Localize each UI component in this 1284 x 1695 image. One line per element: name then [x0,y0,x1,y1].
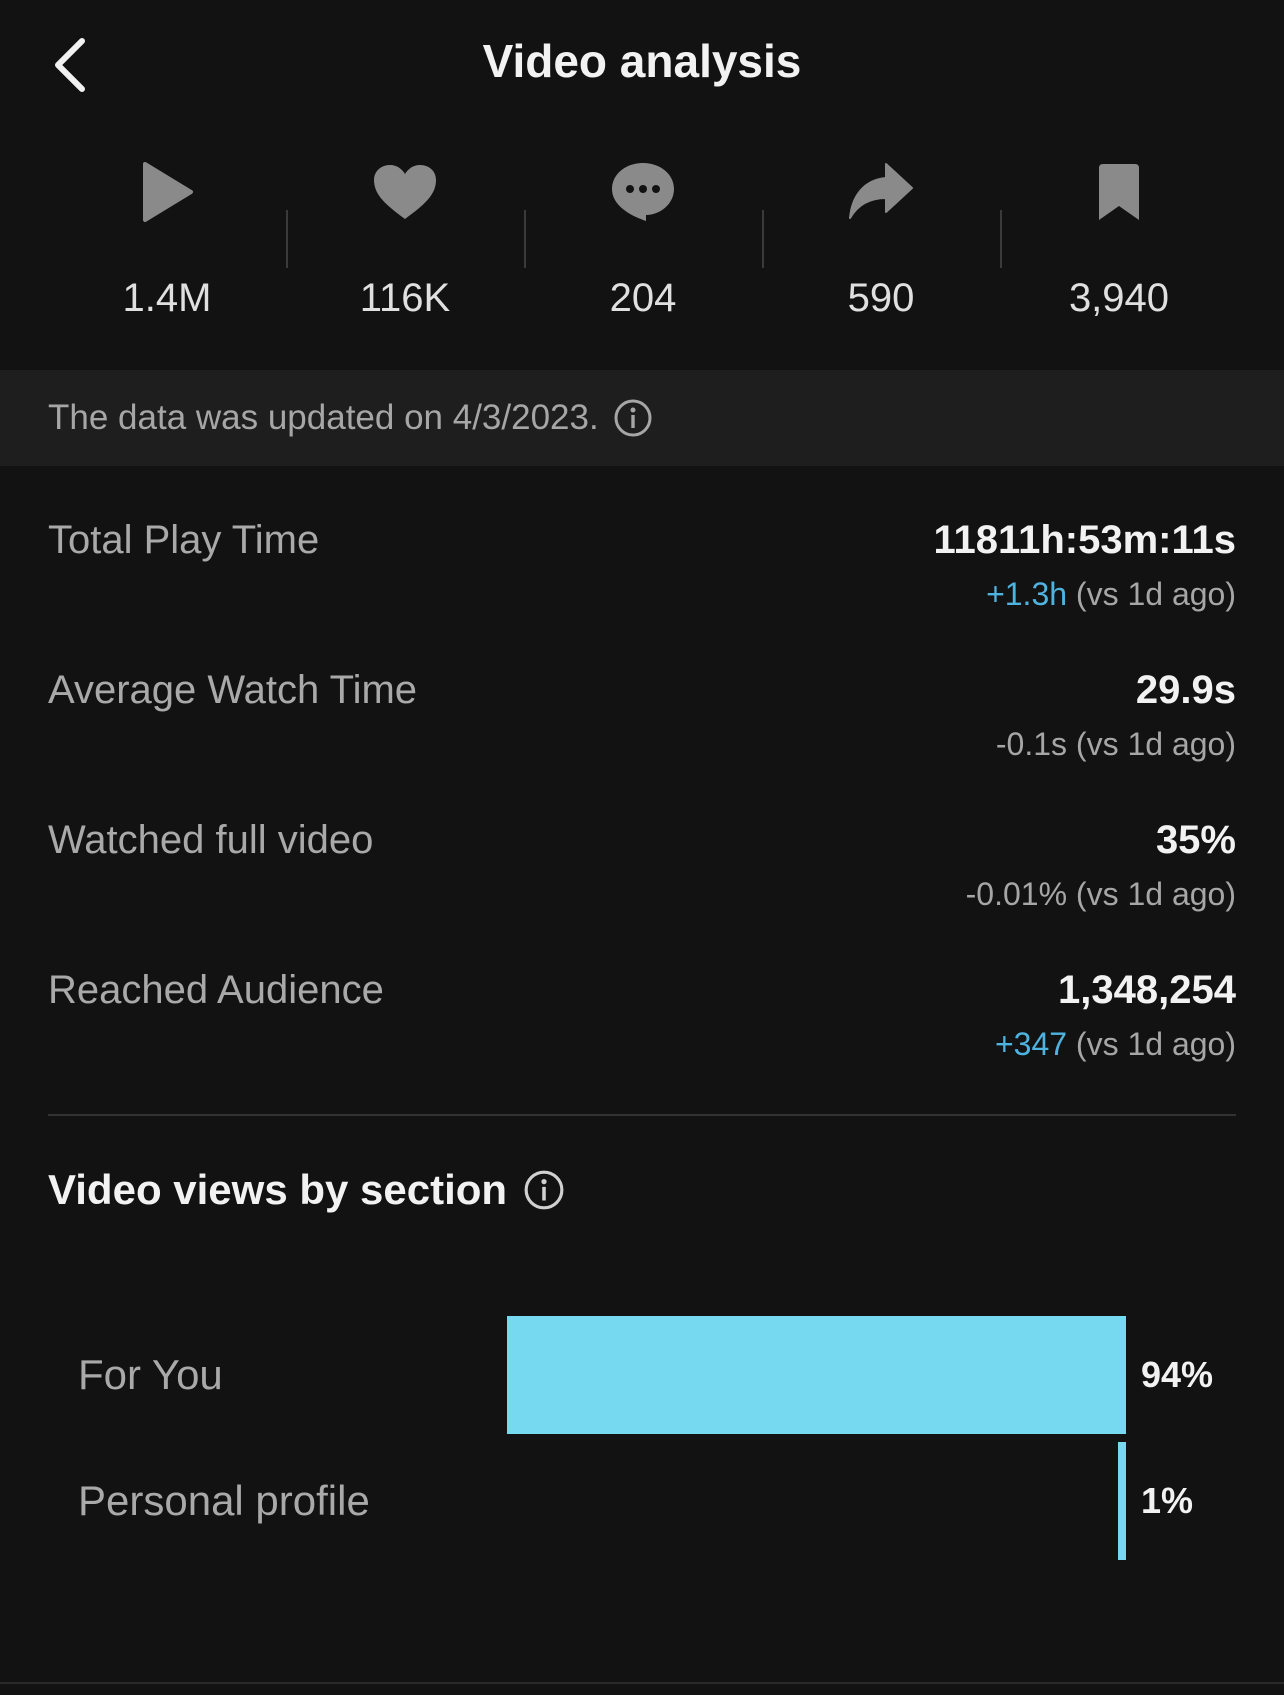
chevron-left-icon [55,38,85,92]
metric-reached-audience: Reached Audience 1,348,254 +347 (vs 1d a… [48,960,1236,1110]
stat-saves[interactable]: 3,940 [1000,150,1238,330]
metric-change: +1.3h (vs 1d ago) [986,576,1236,613]
metric-compare: (vs 1d ago) [1067,726,1236,762]
bar-label: For You [78,1351,223,1398]
metric-value: 1,348,254 [1058,968,1236,1012]
info-icon[interactable] [613,398,653,438]
bar-row-personal-profile: Personal profile 1% [48,1442,1236,1560]
metric-label: Average Watch Time [48,668,418,712]
metric-label: Reached Audience [48,968,384,1012]
bar-label: Personal profile [78,1477,370,1524]
bar-row-for-you: For You 94% [48,1316,1236,1434]
page-title: Video analysis [482,35,802,87]
bookmark-icon [1099,164,1139,220]
stat-likes[interactable]: 116K [286,150,524,330]
metric-delta: -0.01% [965,876,1068,912]
stat-value: 3,940 [1068,276,1170,320]
metrics-list: Total Play Time 11811h:53m:11s +1.3h (vs… [48,510,1236,1110]
play-icon [143,162,193,222]
stat-value: 204 [609,276,677,320]
metric-value: 29.9s [1135,668,1236,712]
metric-total-play-time: Total Play Time 11811h:53m:11s +1.3h (vs… [48,510,1236,660]
stats-row: 1.4M 116K 204 590 [48,150,1238,330]
bar-value-label: 94% [1141,1354,1214,1395]
section-title: Video views by section [48,1166,565,1214]
bar-track [467,1442,1126,1560]
metric-compare: (vs 1d ago) [1067,876,1236,912]
metric-label: Watched full video [48,818,374,862]
metric-change: -0.1s (vs 1d ago) [996,726,1236,763]
bar-track [467,1316,1126,1434]
bottom-divider [0,1682,1284,1684]
bar-value-label: 1% [1141,1480,1194,1521]
data-updated-notice: The data was updated on 4/3/2023. [0,370,1284,466]
header: Video analysis [0,0,1284,130]
metric-change: -0.01% (vs 1d ago) [966,876,1236,913]
metric-compare: (vs 1d ago) [1067,1026,1236,1062]
back-button[interactable] [40,30,100,100]
metric-value: 11811h:53m:11s [933,518,1236,562]
stat-value: 590 [847,276,915,320]
notice-text: The data was updated on 4/3/2023. [48,398,599,437]
metric-compare: (vs 1d ago) [1067,576,1236,612]
comment-icon [612,163,674,221]
stat-value: 116K [359,276,451,320]
metric-label: Total Play Time [48,518,320,562]
stat-views[interactable]: 1.4M [48,150,286,330]
heart-icon [374,165,436,219]
info-icon[interactable] [523,1169,565,1211]
metric-delta: +1.3h [986,576,1068,612]
stat-shares[interactable]: 590 [762,150,1000,330]
share-icon [849,163,913,219]
stat-comments[interactable]: 204 [524,150,762,330]
metric-delta: -0.1s [995,726,1068,762]
divider [48,1114,1236,1116]
metric-average-watch-time: Average Watch Time 29.9s -0.1s (vs 1d ag… [48,660,1236,810]
metric-value: 35% [1155,818,1236,862]
bar-for-you [506,1316,1126,1434]
metric-change: +347 (vs 1d ago) [995,1026,1236,1063]
metric-delta: +347 [994,1026,1068,1062]
metric-watched-full-video: Watched full video 35% -0.01% (vs 1d ago… [48,810,1236,960]
views-by-section-chart: For You 94% Personal profile 1% [48,1300,1236,1580]
section-title-text: Video views by section [48,1166,508,1213]
stat-value: 1.4M [122,276,212,320]
bar-personal-profile [1118,1442,1126,1560]
